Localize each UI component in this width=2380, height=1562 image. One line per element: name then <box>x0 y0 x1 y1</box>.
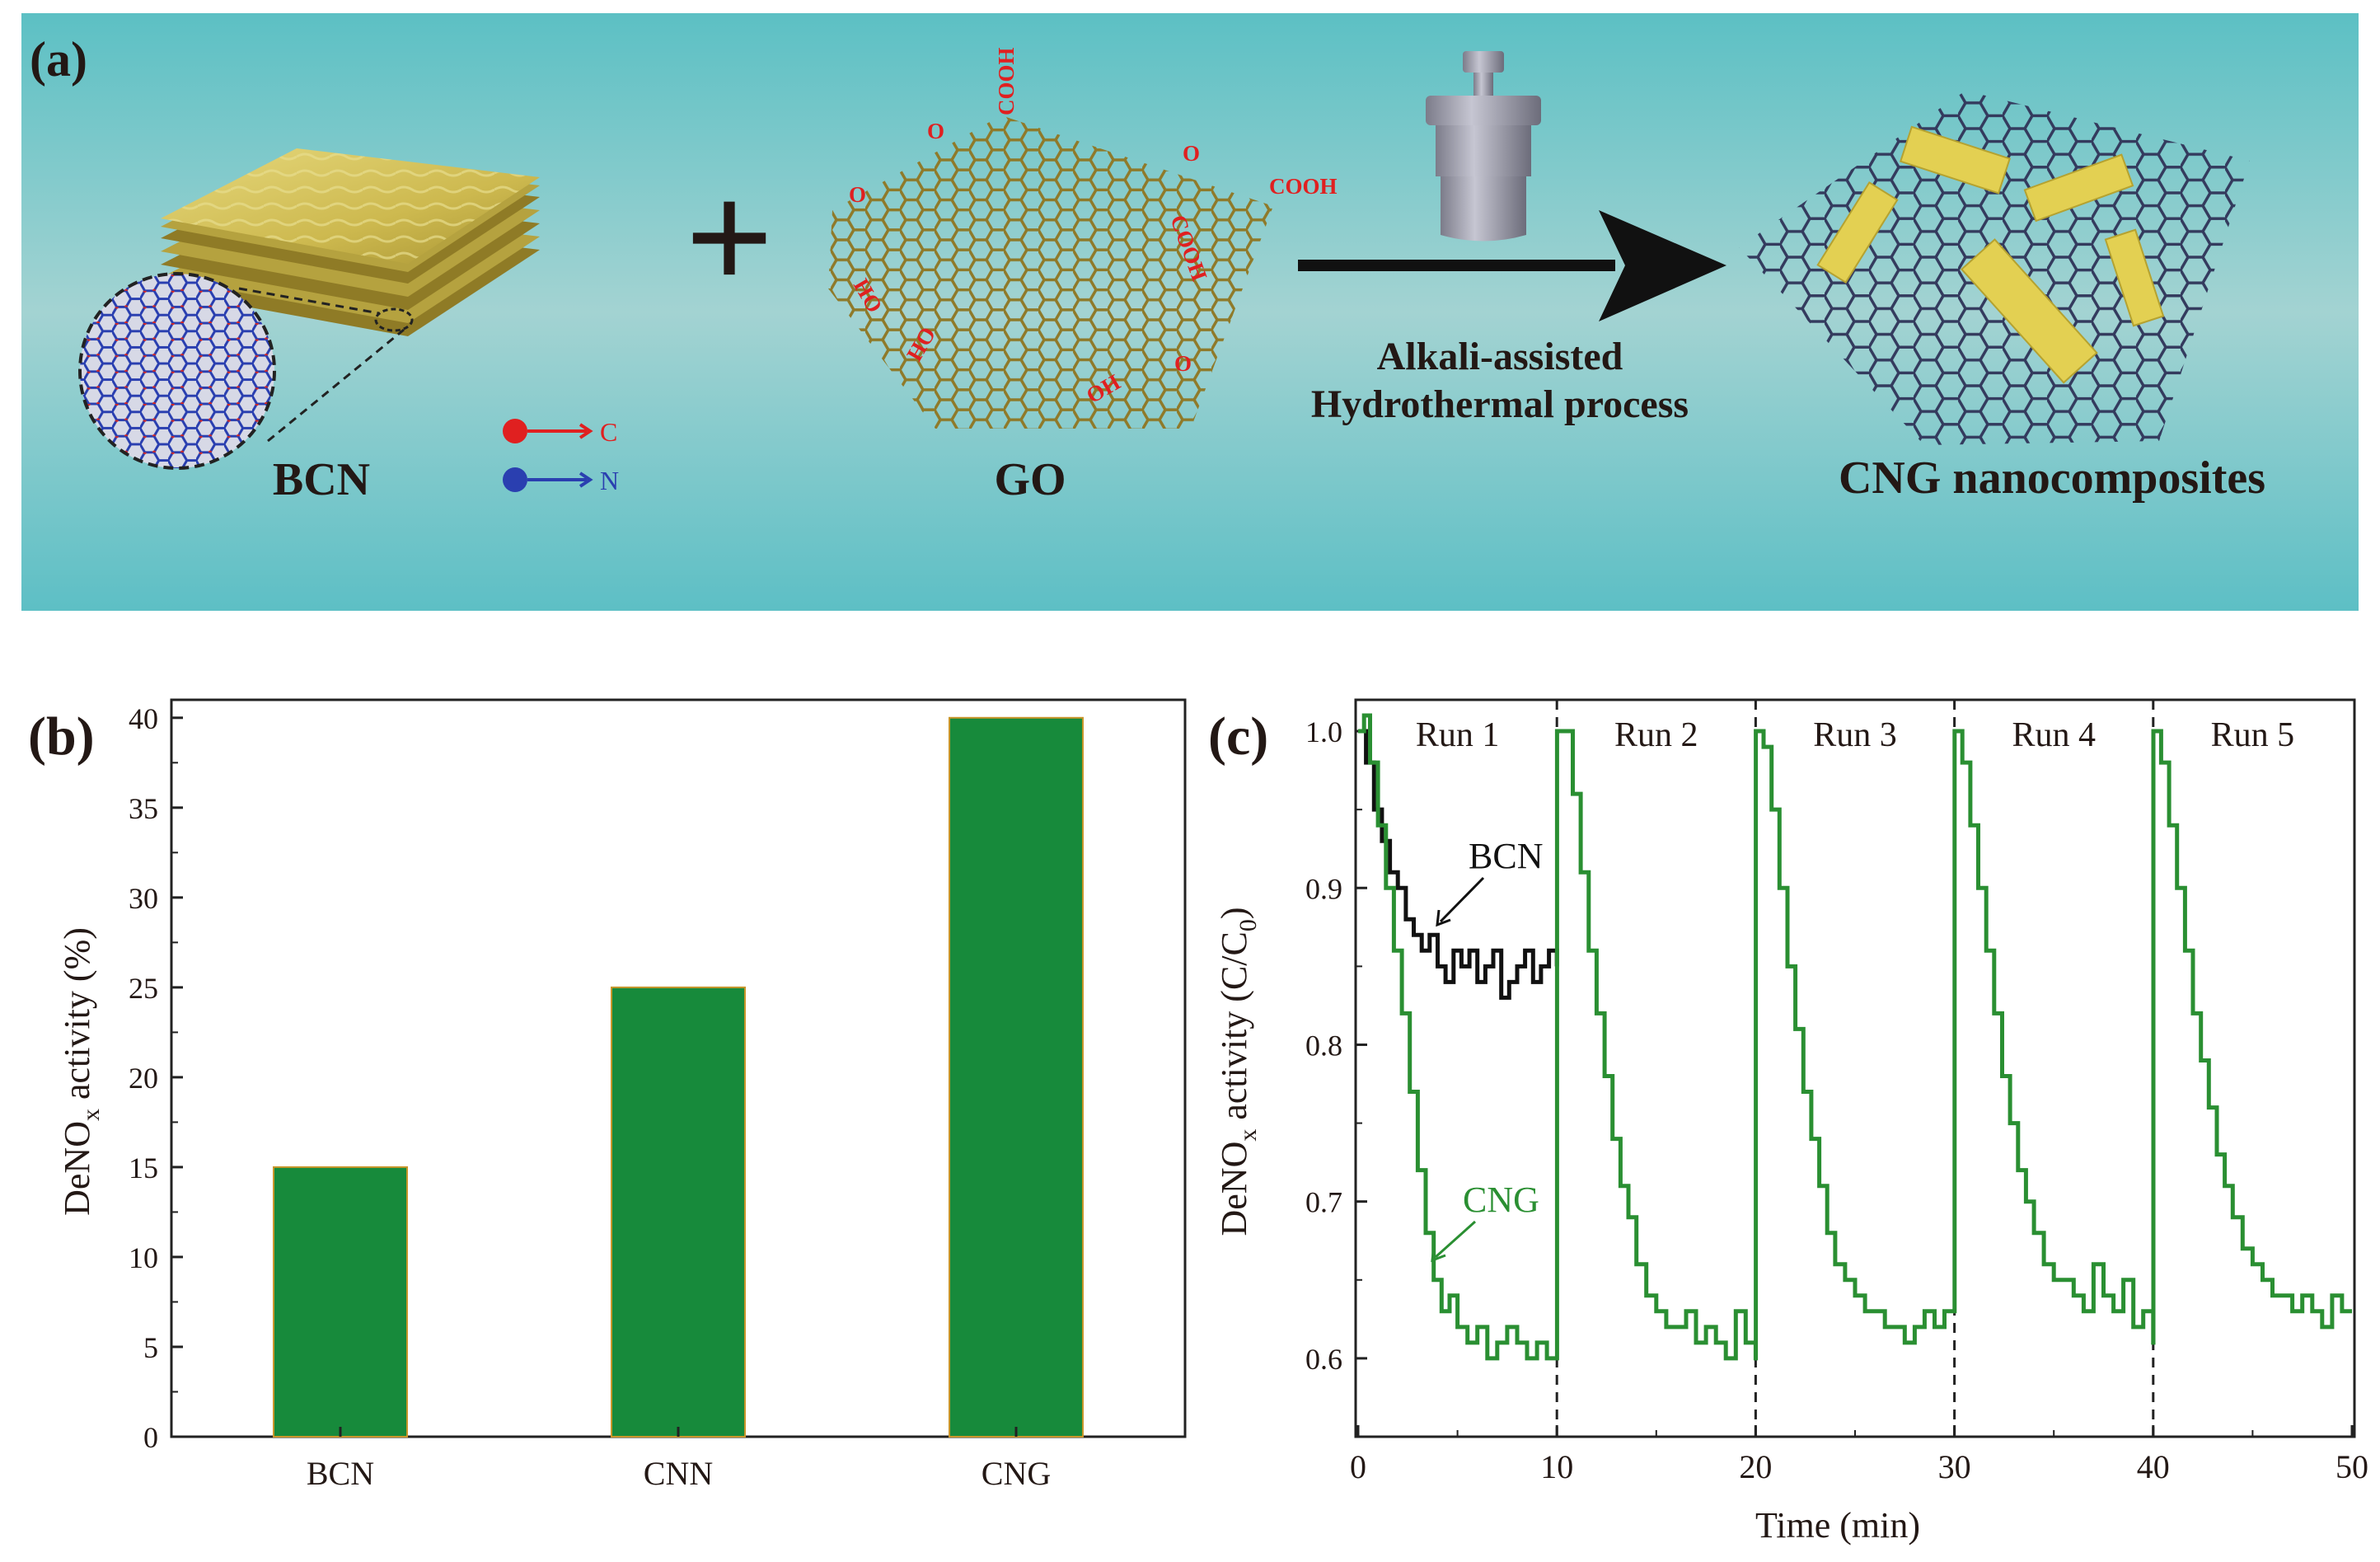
y-axis: 0.6 0.7 0.8 0.9 1.0 <box>1305 715 1367 1438</box>
x-tick-label: CNN <box>644 1455 713 1492</box>
annotation-cng-text: CNG <box>1463 1180 1539 1220</box>
product-label: CNG nanocomposites <box>1839 453 2265 504</box>
panel-c-line-chart: (c) 0.60.70.80.91.0 0 10 20 30 40 50 Run 1 Run… <box>1208 698 2368 1546</box>
y-tick-label: 0.6 <box>1305 1343 1342 1376</box>
bar <box>273 1166 408 1438</box>
y-tick-label: 30 <box>129 882 158 915</box>
y-tick-label: 35 <box>129 792 158 825</box>
run-label: Run 1 <box>1416 716 1500 754</box>
y-tick-label: 25 <box>129 972 158 1005</box>
run-labels: Run 1 Run 2 Run 3 Run 4 Run 5 <box>1416 716 2294 754</box>
bar <box>949 716 1084 1438</box>
annotation-bcn-text: BCN <box>1469 836 1543 876</box>
x-axis: 0 10 20 30 40 50 <box>1350 1425 2368 1485</box>
series-line-cng <box>1358 713 2352 1361</box>
x-tick-label: 40 <box>2137 1448 2170 1485</box>
x-axis: BCN CNN CNG <box>307 1427 1051 1492</box>
panel-a: (a) BCN C N <box>21 13 2359 611</box>
panel-c-label: (c) <box>1208 706 1268 767</box>
y-axis-label: DeNOx activity (C/C0) <box>1214 907 1262 1236</box>
y-tick-label: 0.7 <box>1305 1186 1342 1219</box>
annotation-bcn-arrow <box>1439 876 1485 923</box>
bcn-label: BCN <box>273 454 370 505</box>
y-tick-label: 10 <box>129 1241 158 1274</box>
y-tick-label: 20 <box>129 1062 158 1095</box>
annotation-bcn: BCN <box>1436 836 1543 927</box>
run-label: Run 5 <box>2211 716 2295 754</box>
bars <box>273 716 1084 1438</box>
y-tick-label: 40 <box>129 702 158 735</box>
series-line-bcn <box>1358 729 1559 1000</box>
zoom-line-upper <box>238 287 380 315</box>
bar <box>611 986 746 1438</box>
x-tick-label: BCN <box>307 1455 374 1492</box>
go-group: O <box>927 119 944 143</box>
legend-n: N <box>600 466 619 495</box>
process-line-1: Alkali-assisted <box>1377 335 1623 378</box>
x-tick-label: 30 <box>1938 1448 1971 1485</box>
y-axis: 0 5 10 15 20 25 30 35 40 <box>129 702 183 1454</box>
y-tick-label: 15 <box>129 1152 158 1184</box>
bcn-zoom-circle <box>78 272 276 470</box>
run-label: Run 4 <box>2012 716 2096 754</box>
x-tick-label: 50 <box>2335 1448 2368 1485</box>
panel-a-label: (a) <box>30 32 87 87</box>
bcn-zoom-spot <box>374 307 414 332</box>
x-tick-label: CNG <box>982 1455 1051 1492</box>
y-tick-label: 0.9 <box>1305 872 1342 905</box>
panel-b-bar-chart: (b) 0 5 10 15 20 25 30 35 40 BCN CNN CNG DeNOx act… <box>28 698 1187 1492</box>
process-arrow <box>1298 210 1726 321</box>
go-label: GO <box>994 454 1066 505</box>
panel-b-label: (b) <box>28 706 95 767</box>
y-tick-label: 0 <box>143 1421 158 1454</box>
carbon-atom-icon <box>503 419 527 443</box>
process-line-2: Hydrothermal process <box>1311 382 1689 426</box>
go-group: COOH <box>994 47 1019 115</box>
x-tick-label: 20 <box>1739 1448 1772 1485</box>
go-group: O <box>1174 351 1192 376</box>
autoclave-icon <box>1426 51 1541 242</box>
go-group: COOH <box>1269 174 1338 199</box>
atom-legend: C N <box>503 417 619 495</box>
series-lines <box>1358 713 2352 1361</box>
bcn-layered-sheet <box>161 148 540 336</box>
run-label: Run 2 <box>1614 716 1698 754</box>
nitrogen-atom-icon <box>503 467 527 492</box>
x-tick-label: 10 <box>1540 1448 1573 1485</box>
y-axis-label: DeNOx activity (%) <box>57 927 105 1216</box>
y-tick-label: 0.8 <box>1305 1029 1342 1062</box>
go-group: O <box>849 182 866 207</box>
run-label: Run 3 <box>1813 716 1897 754</box>
plus-sign: + <box>685 152 774 325</box>
y-tick-label: 1.0 <box>1305 715 1342 748</box>
zoom-line-lower <box>267 328 405 443</box>
annotation-cng-arrow <box>1434 1220 1477 1259</box>
run-separators <box>1555 700 2155 1437</box>
legend-c: C <box>600 417 617 447</box>
go-group: O <box>1183 141 1200 166</box>
y-tick-label: 5 <box>143 1331 158 1364</box>
annotation-cng: CNG <box>1431 1180 1539 1263</box>
x-tick-label: 0 <box>1350 1448 1366 1485</box>
x-axis-label: Time (min) <box>1755 1505 1920 1546</box>
